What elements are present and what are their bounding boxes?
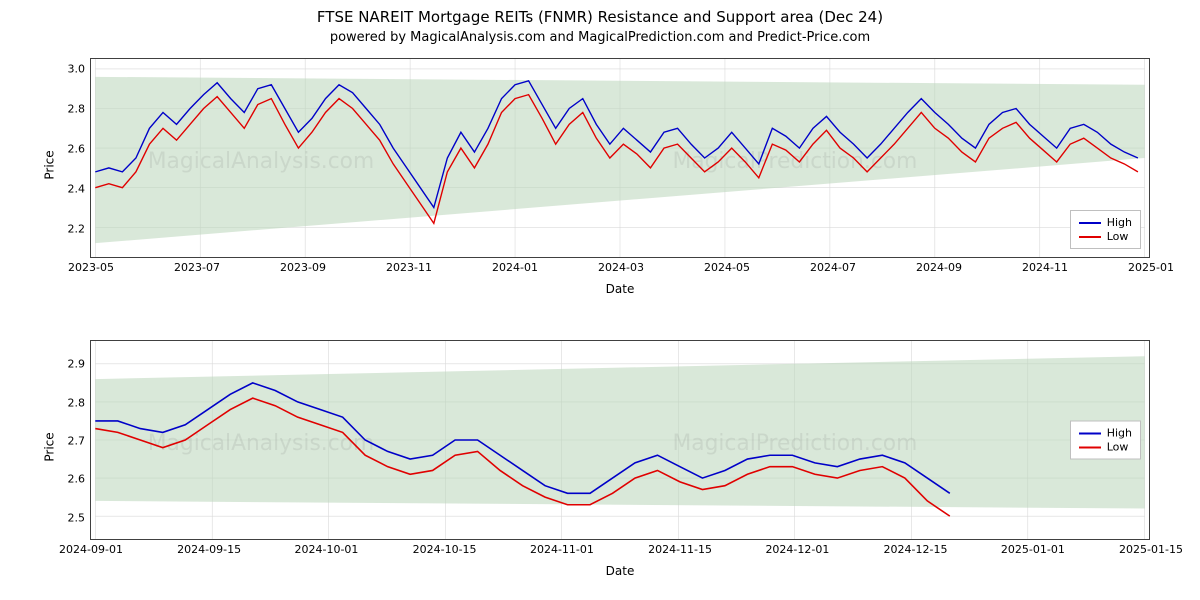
y-tick-label: 2.5 xyxy=(68,511,86,524)
legend-top: HighLow xyxy=(1070,210,1141,249)
watermark: MagicalPrediction.com xyxy=(672,149,917,174)
watermark: MagicalAnalysis.com xyxy=(148,149,374,174)
x-tick-label: 2025-01-01 xyxy=(1001,543,1065,556)
y-tick-label: 2.7 xyxy=(68,435,86,448)
x-tick-label: 2024-09-01 xyxy=(59,543,123,556)
legend-item: Low xyxy=(1079,441,1132,454)
y-tick-label: 2.4 xyxy=(68,183,86,196)
bottom-chart-svg: MagicalAnalysis.com MagicalPrediction.com xyxy=(91,341,1149,539)
legend-label: Low xyxy=(1107,230,1129,243)
x-tick-label: 2023-11 xyxy=(386,261,432,274)
watermark: MagicalAnalysis.com xyxy=(148,431,374,456)
legend-item: High xyxy=(1079,216,1132,229)
x-tick-label: 2024-11-15 xyxy=(648,543,712,556)
legend-swatch xyxy=(1079,432,1101,434)
x-tick-label: 2023-05 xyxy=(68,261,114,274)
legend-swatch xyxy=(1079,446,1101,448)
x-tick-label: 2024-01 xyxy=(492,261,538,274)
x-tick-label: 2023-09 xyxy=(280,261,326,274)
x-tick-label: 2024-11-01 xyxy=(530,543,594,556)
legend-label: High xyxy=(1107,216,1132,229)
top-x-axis-label: Date xyxy=(90,282,1150,296)
x-tick-label: 2024-11 xyxy=(1022,261,1068,274)
x-tick-label: 2024-09-15 xyxy=(177,543,241,556)
bottom-x-axis-label: Date xyxy=(90,564,1150,578)
y-tick-label: 2.9 xyxy=(68,358,86,371)
x-tick-label: 2024-09 xyxy=(916,261,962,274)
y-tick-label: 3.0 xyxy=(68,63,86,76)
x-tick-label: 2024-12-15 xyxy=(884,543,948,556)
y-tick-label: 2.2 xyxy=(68,223,86,236)
y-tick-label: 2.6 xyxy=(68,473,86,486)
x-tick-label: 2024-07 xyxy=(810,261,856,274)
figure: FTSE NAREIT Mortgage REITs (FNMR) Resist… xyxy=(0,0,1200,600)
y-tick-label: 2.8 xyxy=(68,396,86,409)
top-chart-svg: MagicalAnalysis.com MagicalPrediction.com xyxy=(91,59,1149,257)
bottom-y-axis-label: Price xyxy=(43,432,57,461)
x-tick-label: 2023-07 xyxy=(174,261,220,274)
legend-swatch xyxy=(1079,222,1101,224)
x-tick-label: 2024-12-01 xyxy=(765,543,829,556)
x-tick-label: 2025-01-15 xyxy=(1119,543,1183,556)
chart-title: FTSE NAREIT Mortgage REITs (FNMR) Resist… xyxy=(0,8,1200,26)
top-chart-panel: MagicalAnalysis.com MagicalPrediction.com… xyxy=(90,58,1150,258)
legend-item: High xyxy=(1079,427,1132,440)
legend-bottom: HighLow xyxy=(1070,421,1141,460)
legend-swatch xyxy=(1079,236,1101,238)
y-tick-label: 2.8 xyxy=(68,103,86,116)
x-tick-label: 2024-10-15 xyxy=(413,543,477,556)
x-tick-label: 2025-01 xyxy=(1128,261,1174,274)
x-tick-label: 2024-05 xyxy=(704,261,750,274)
x-tick-label: 2024-10-01 xyxy=(295,543,359,556)
x-tick-label: 2024-03 xyxy=(598,261,644,274)
watermark: MagicalPrediction.com xyxy=(672,431,917,456)
legend-label: Low xyxy=(1107,441,1129,454)
legend-label: High xyxy=(1107,427,1132,440)
chart-subtitle: powered by MagicalAnalysis.com and Magic… xyxy=(0,30,1200,45)
y-tick-label: 2.6 xyxy=(68,143,86,156)
bottom-chart-panel: MagicalAnalysis.com MagicalPrediction.com… xyxy=(90,340,1150,540)
top-y-axis-label: Price xyxy=(43,150,57,179)
legend-item: Low xyxy=(1079,230,1132,243)
